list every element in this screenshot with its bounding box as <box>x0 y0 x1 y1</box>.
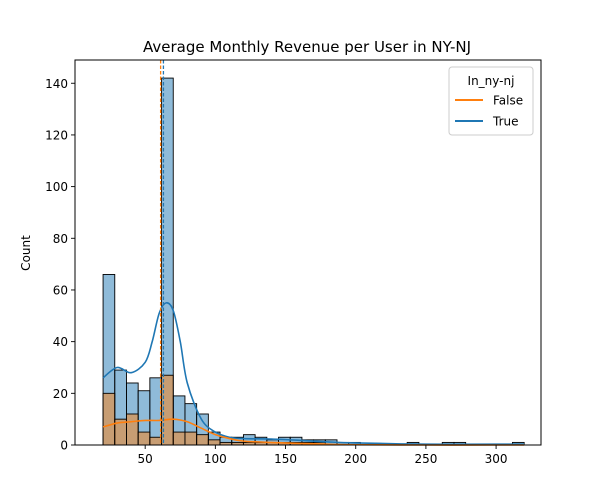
y-tick-label: 100 <box>45 180 68 194</box>
bar-false <box>172 431 186 446</box>
bar-false <box>126 413 139 446</box>
y-tick-label: 140 <box>45 77 68 91</box>
bar-false <box>137 431 151 446</box>
kde-line-true <box>102 302 525 446</box>
y-tick-label: 120 <box>45 128 68 142</box>
legend-title: In_ny-nj <box>468 74 515 88</box>
x-tick-label: 300 <box>485 452 508 466</box>
axes: 50 100 150 200 250 300 0 20 40 60 80 100 120 140 <box>45 59 542 466</box>
x-tick-label: 100 <box>204 452 227 466</box>
chart-title: Average Monthly Revenue per User in NY-N… <box>143 38 471 56</box>
y-tick-label: 40 <box>53 335 68 349</box>
y-tick-label: 0 <box>60 439 68 453</box>
bar-false <box>196 434 209 446</box>
legend-label-false: False <box>493 94 523 108</box>
y-tick-label: 20 <box>53 387 68 401</box>
y-tick-label: 80 <box>53 232 68 246</box>
y-axis-label: Count <box>19 235 33 271</box>
legend-frame <box>448 66 534 136</box>
bar-false <box>149 436 163 446</box>
bar-false <box>184 431 198 446</box>
y-tick-label: 60 <box>53 283 68 297</box>
legend: In_ny-nj False True <box>448 66 534 136</box>
axes-frame <box>74 59 542 446</box>
bar-false <box>207 439 221 446</box>
x-tick-label: 50 <box>138 452 153 466</box>
x-tick-label: 150 <box>274 452 297 466</box>
bar-false <box>102 392 116 446</box>
legend-label-true: True <box>492 115 519 129</box>
x-tick-label: 250 <box>414 452 437 466</box>
bar-true <box>149 377 163 446</box>
x-tick-label: 200 <box>344 452 367 466</box>
